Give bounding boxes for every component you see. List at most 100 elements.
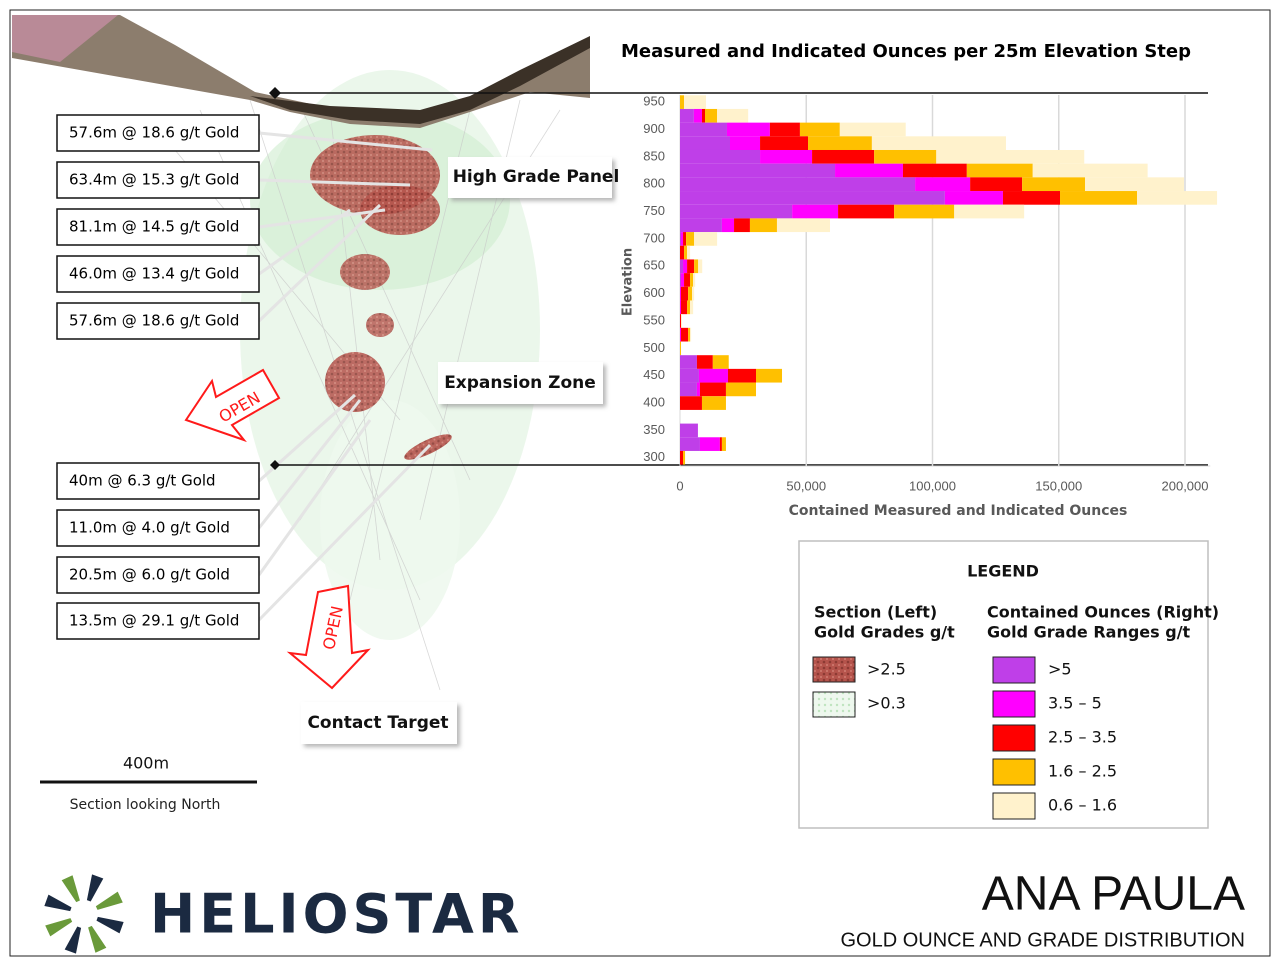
bar-segment — [680, 108, 694, 123]
chart-title: Measured and Indicated Ounces per 25m El… — [621, 41, 1191, 62]
bar-segment — [808, 136, 872, 150]
bar-segment — [680, 245, 685, 260]
x-tick-label: 50,000 — [786, 478, 826, 493]
bar-segment — [944, 191, 1003, 205]
bar-segment — [871, 136, 1006, 150]
bar-segment — [680, 191, 945, 205]
y-tick-label: 300 — [643, 449, 665, 464]
legend-label: >2.5 — [867, 660, 906, 679]
bar-segment — [729, 136, 761, 150]
plot: 0 50,000 100,000 150,000 200,000 300 350 400 450… — [643, 94, 1218, 493]
bar-segment — [694, 232, 718, 246]
bar-segment — [717, 108, 749, 123]
bar-segment — [692, 286, 695, 301]
bar-segment — [687, 259, 695, 274]
bar-segment — [688, 286, 693, 301]
callout-label: 57.6m @ 18.6 g/t Gold — [69, 312, 239, 330]
bar-segment — [683, 450, 686, 465]
bar-segment — [1032, 163, 1148, 178]
callout-label: 63.4m @ 15.3 g/t Gold — [69, 171, 239, 189]
legend-label: >5 — [1048, 660, 1072, 679]
bar-segment — [680, 327, 682, 342]
project-name: ANA PAULA — [982, 868, 1245, 921]
reference-lines — [269, 87, 1208, 470]
legend-swatch — [992, 792, 1036, 820]
bar-segment — [680, 341, 682, 356]
bar-segment — [680, 382, 697, 397]
legend-label: 2.5 – 3.5 — [1048, 728, 1117, 747]
frame — [9, 9, 1271, 957]
callout-label: 13.5m @ 29.1 g/t Gold — [69, 612, 239, 630]
legend-label: 0.6 – 1.6 — [1048, 796, 1117, 815]
bar-segment — [680, 368, 699, 383]
bar-segment — [694, 259, 699, 274]
legend-label: 3.5 – 5 — [1048, 694, 1102, 713]
bar-segment — [725, 382, 757, 397]
legend-heading: Gold Grade Ranges g/t — [987, 623, 1191, 642]
y-tick-label: 950 — [643, 94, 665, 109]
callout-box — [56, 208, 260, 246]
bar-segment — [687, 245, 691, 260]
y-tick-label: 600 — [643, 285, 665, 300]
bar-segment — [769, 122, 800, 137]
logo — [44, 874, 124, 954]
series-legend: >5 3.5 – 5 2.5 – 3.5 1.6 – 2.5 0.6 – 1.6 — [992, 656, 1117, 820]
scale-label: 400m — [123, 754, 169, 773]
bar-segment — [690, 300, 694, 315]
y-tick-label: 350 — [643, 422, 665, 437]
bar-segment — [799, 122, 840, 137]
callout-label: 57.6m @ 18.6 g/t Gold — [69, 124, 239, 142]
legend-swatch — [992, 758, 1036, 786]
bar-segment — [894, 204, 955, 219]
bar-segment — [970, 177, 1023, 192]
x-tick-label: 200,000 — [1162, 478, 1209, 493]
callout-box — [56, 161, 260, 199]
bar-segment — [792, 204, 839, 219]
bar-segment — [693, 273, 696, 287]
bar-segment — [686, 232, 695, 246]
bar-segment — [727, 368, 757, 383]
bar-segment — [681, 314, 683, 328]
bar-segment — [835, 163, 903, 178]
bar-segment — [812, 149, 875, 164]
bar-segment — [680, 259, 684, 274]
legend-swatch — [992, 690, 1036, 718]
legend-heading: Contained Ounces (Right) — [987, 603, 1219, 622]
bar-segment — [681, 300, 688, 315]
bar-segment — [681, 286, 689, 301]
bar-segment — [687, 300, 691, 315]
callout-box — [56, 556, 260, 594]
view-label: Section looking North — [70, 797, 221, 813]
bar-segment — [680, 163, 836, 178]
bar-segment — [874, 149, 937, 164]
y-tick-label: 700 — [643, 230, 665, 245]
legend-title: LEGEND — [967, 562, 1039, 581]
y-tick-label: 750 — [643, 203, 665, 218]
bar-segment — [954, 204, 1025, 219]
callout-label: 11.0m @ 4.0 g/t Gold — [69, 519, 230, 537]
callout-label: 46.0m @ 13.4 g/t Gold — [69, 265, 239, 283]
bar-segment — [696, 382, 700, 397]
legend-heading: Section (Left) — [814, 603, 937, 622]
zone-boxes — [301, 157, 612, 744]
open-arrow — [184, 368, 281, 443]
bar-segment — [749, 218, 777, 233]
bar-segment — [719, 437, 722, 451]
legend-swatch — [992, 724, 1036, 752]
company-name: HELIOSTAR — [150, 883, 523, 946]
y-tick-label: 450 — [643, 367, 665, 382]
bar-segment — [1085, 177, 1184, 192]
callout-box — [56, 509, 260, 547]
bar-segment — [760, 136, 809, 150]
bar-segment — [683, 259, 688, 274]
bar-segment — [1137, 191, 1218, 205]
bar-segment — [701, 396, 726, 410]
bar-segment — [680, 149, 761, 164]
bar-segment — [721, 218, 735, 233]
bar-segment — [915, 177, 971, 192]
bar-segment — [704, 108, 718, 123]
bar-segment — [680, 286, 682, 301]
callout-box — [56, 114, 260, 152]
bar-segment — [684, 245, 688, 260]
bar-segment — [966, 163, 1033, 178]
